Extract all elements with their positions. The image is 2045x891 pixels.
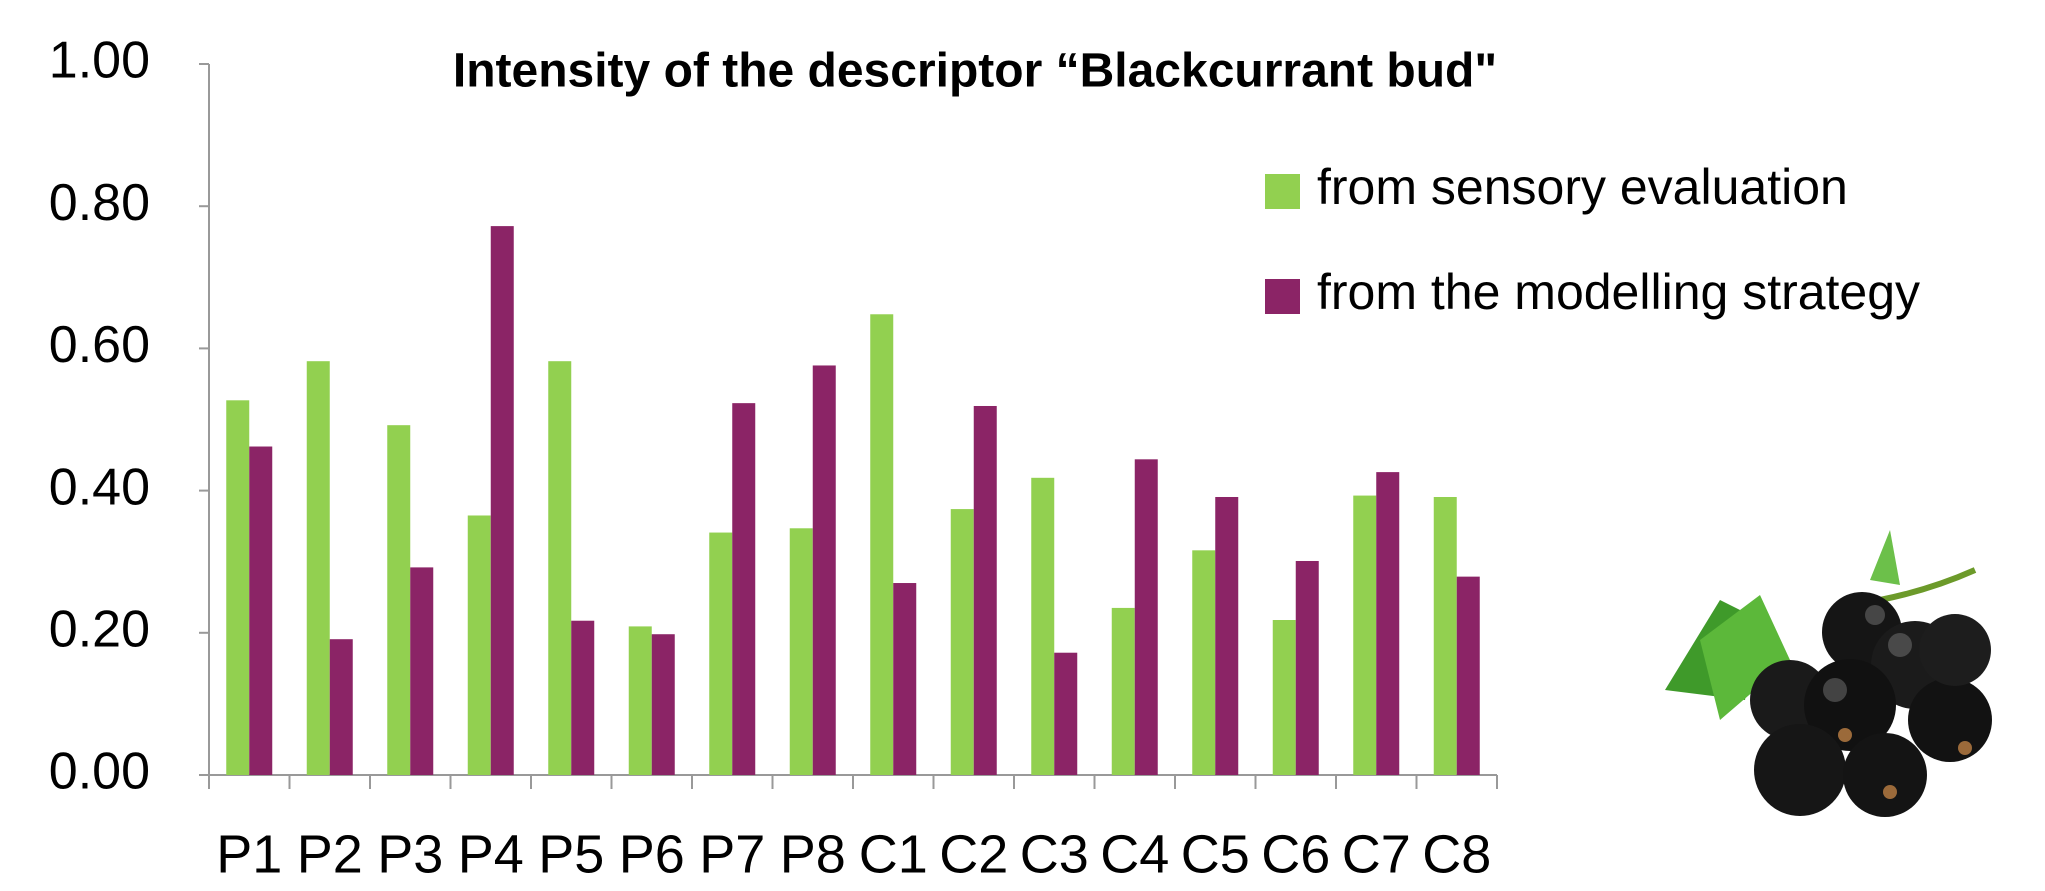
- y-tick-label: 1.00: [49, 32, 150, 90]
- bar: [629, 626, 652, 775]
- legend-swatch: [1265, 279, 1300, 314]
- bar: [1296, 561, 1319, 775]
- x-tick-label: C5: [1181, 824, 1250, 884]
- bar: [652, 634, 675, 775]
- bar: [732, 403, 755, 775]
- y-tick-label: 0.20: [49, 601, 150, 659]
- bar: [1112, 608, 1135, 775]
- bar: [813, 365, 836, 775]
- bar: [1457, 577, 1480, 775]
- chart-title: Intensity of the descriptor “Blackcurran…: [453, 45, 1497, 98]
- bar: [571, 621, 594, 775]
- bar: [491, 226, 514, 775]
- bar: [870, 314, 893, 775]
- x-tick-label: C6: [1261, 824, 1330, 884]
- x-tick-label: P5: [538, 824, 604, 884]
- x-tick-label: P4: [458, 824, 524, 884]
- bar: [1353, 496, 1376, 775]
- x-tick-label: P2: [297, 824, 363, 884]
- legend-label: from sensory evaluation: [1317, 159, 1848, 215]
- x-tick-label: P7: [699, 824, 765, 884]
- y-tick-label: 0.60: [49, 316, 150, 374]
- bar: [951, 509, 974, 775]
- x-tick-label: C2: [939, 824, 1008, 884]
- bar: [1192, 550, 1215, 775]
- bar: [410, 567, 433, 775]
- legend-label: from the modelling strategy: [1317, 264, 1920, 320]
- bar: [249, 447, 272, 775]
- bar: [387, 425, 410, 775]
- bar: [1273, 620, 1296, 775]
- bar: [226, 400, 249, 775]
- bar: [330, 639, 353, 775]
- bar: [1376, 472, 1399, 775]
- y-tick-label: 0.40: [49, 458, 150, 516]
- blackcurrant-illustration: [1665, 530, 1992, 817]
- bar: [1054, 653, 1077, 775]
- bar: [709, 533, 732, 775]
- legend-swatch: [1265, 174, 1300, 209]
- bar: [1215, 497, 1238, 775]
- bar: [893, 583, 916, 775]
- bar: [1434, 497, 1457, 775]
- bar: [1031, 478, 1054, 775]
- bar: [790, 528, 813, 775]
- x-tick-label: P6: [619, 824, 685, 884]
- bar: [307, 361, 330, 775]
- chart: Intensity of the descriptor “Blackcurran…: [0, 0, 2045, 891]
- x-tick-label: P1: [216, 824, 282, 884]
- bar: [1135, 459, 1158, 775]
- x-tick-label: C3: [1020, 824, 1089, 884]
- x-tick-label: C7: [1342, 824, 1411, 884]
- x-tick-label: C1: [859, 824, 928, 884]
- bar: [548, 361, 571, 775]
- x-tick-label: P8: [780, 824, 846, 884]
- y-tick-label: 0.00: [49, 743, 150, 801]
- y-tick-label: 0.80: [49, 174, 150, 232]
- x-tick-label: C4: [1100, 824, 1169, 884]
- bar: [468, 515, 491, 775]
- x-tick-label: C8: [1422, 824, 1491, 884]
- x-tick-label: P3: [377, 824, 443, 884]
- bar: [974, 406, 997, 775]
